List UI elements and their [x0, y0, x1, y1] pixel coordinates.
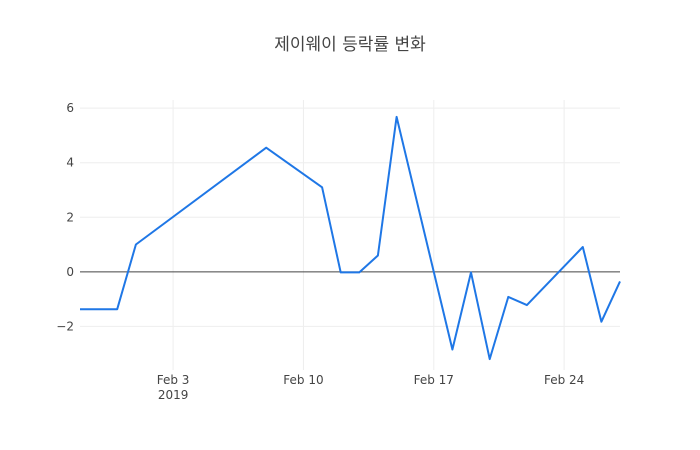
y-tick-label: 6: [66, 101, 74, 115]
y-tick-label: 0: [66, 265, 74, 279]
series-layer: [80, 115, 621, 361]
grid-layer: [80, 100, 620, 370]
y-tick-label: −2: [56, 319, 74, 333]
x-tick-label: Feb 24: [544, 373, 584, 387]
y-tick-label: 2: [66, 210, 74, 224]
x-tick-label: Feb 17: [414, 373, 454, 387]
series-line: [80, 115, 621, 361]
chart-title: 제이웨이 등락률 변화: [274, 35, 426, 55]
y-tick-label: 4: [66, 156, 74, 170]
x-tick-sublabel: 2019: [158, 388, 189, 402]
x-tick-label: Feb 10: [283, 373, 323, 387]
y-axis-ticks: 6 4 2 0 −2: [56, 101, 74, 333]
x-tick-label: Feb 3: [157, 373, 190, 387]
